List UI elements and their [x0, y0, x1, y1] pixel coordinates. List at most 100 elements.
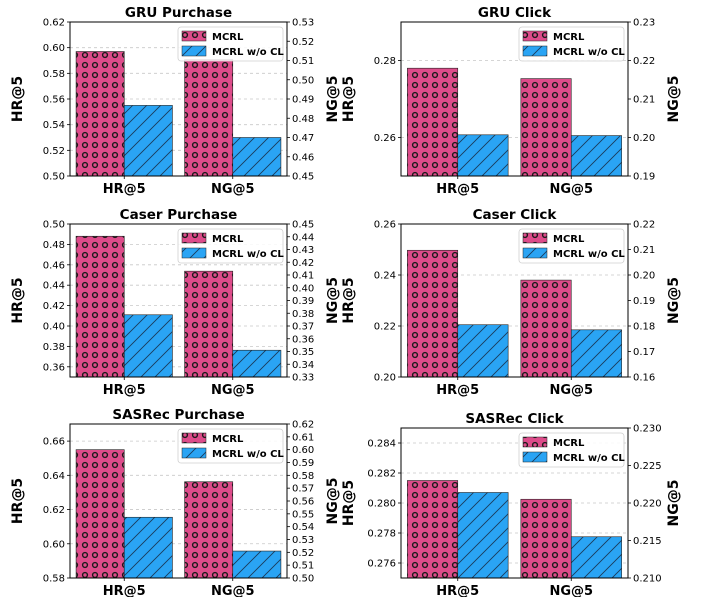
- y-tick-label-left: 0.66: [43, 437, 65, 448]
- y-tick-label-right: 0.53: [292, 18, 314, 29]
- y-tick-label-left: 0.52: [43, 146, 65, 157]
- y-tick-label-left: 0.50: [43, 172, 65, 183]
- legend-swatch-mcrl-w-o-cl: [522, 45, 548, 57]
- y-tick-label-right: 0.33: [292, 373, 314, 384]
- legend: MCRL MCRL w/o CL: [518, 26, 625, 62]
- y-tick-label-right: 0.22: [633, 56, 655, 67]
- y-tick-label-left: 0.280: [367, 499, 396, 510]
- bar-mcrl-hr-5: [75, 449, 125, 579]
- x-tick-label: NG@5: [211, 584, 255, 597]
- y-tick-label-right: 0.57: [292, 484, 314, 495]
- y-tick-label-left: 0.60: [43, 539, 65, 550]
- y-tick-label-left: 0.24: [374, 271, 396, 282]
- y-tick-label-left: 0.56: [43, 95, 65, 106]
- y-axis-label-right: NG@5: [666, 277, 682, 324]
- y-tick-label-left: 0.60: [43, 43, 65, 54]
- legend-label-mcrl-w-o-cl: MCRL w/o CL: [212, 449, 284, 460]
- y-tick-label-right: 0.23: [633, 18, 655, 29]
- y-tick-label-right: 0.21: [633, 245, 655, 256]
- y-tick-label-right: 0.48: [292, 114, 314, 125]
- y-tick-label-right: 0.47: [292, 133, 314, 144]
- y-tick-label-right: 0.56: [292, 497, 314, 508]
- legend: MCRL MCRL w/o CL: [177, 428, 284, 464]
- y-axis-label-left: HR@5: [10, 76, 26, 122]
- y-tick-label-right: 0.39: [292, 296, 314, 307]
- legend-label-mcrl: MCRL: [212, 434, 244, 445]
- y-axis-label-right: NG@5: [325, 76, 341, 123]
- chart-title: GRU Purchase: [125, 5, 232, 21]
- legend-swatch-mcrl-w-o-cl: [522, 451, 548, 463]
- y-tick-label-right: 0.34: [292, 360, 314, 371]
- y-tick-label-left: 0.44: [43, 281, 65, 292]
- y-axis-label-left: HR@5: [10, 478, 26, 524]
- y-axis-label-left: HR@5: [341, 76, 357, 122]
- y-tick-label-right: 0.225: [633, 461, 662, 472]
- legend-label-mcrl: MCRL: [553, 32, 585, 43]
- x-tick-label: NG@5: [211, 383, 255, 398]
- y-tick-label-right: 0.51: [292, 56, 314, 67]
- bar-mcrl-hr-5: [75, 51, 125, 177]
- legend-swatch-mcrl: [181, 232, 207, 244]
- legend-label-mcrl: MCRL: [553, 438, 585, 449]
- y-tick-label-left: 0.38: [43, 342, 65, 353]
- y-tick-label-right: 0.53: [292, 535, 314, 546]
- y-tick-label-right: 0.50: [292, 574, 314, 585]
- panel-sasrec-click: HR@5 NG@5 0.276 0.278 0.280 0.282 0.284 0.210 0.…: [341, 411, 682, 599]
- y-tick-label-right: 0.60: [292, 445, 314, 456]
- y-tick-label-right: 0.220: [633, 499, 662, 510]
- x-tick-label: HR@5: [436, 182, 479, 197]
- y-tick-label-right: 0.61: [292, 432, 314, 443]
- y-tick-label-right: 0.19: [633, 172, 655, 183]
- y-tick-label-left: 0.42: [43, 301, 65, 312]
- x-tick-label: HR@5: [103, 182, 146, 197]
- y-tick-label-right: 0.21: [633, 95, 655, 106]
- bar-mcrl-w-o-cl-ng-5: [570, 536, 622, 579]
- y-tick-label-right: 0.62: [292, 420, 314, 431]
- y-tick-label-left: 0.282: [367, 469, 396, 480]
- y-tick-label-left: 0.276: [367, 559, 396, 570]
- y-tick-label-left: 0.64: [43, 471, 65, 482]
- panel-sasrec-purchase: HR@5 NG@5 0.58 0.60 0.62 0.64 0.66 0.50 0.51 0.52…: [10, 407, 341, 599]
- y-tick-label-right: 0.42: [292, 258, 314, 269]
- y-tick-label-right: 0.215: [633, 536, 662, 547]
- y-axis-label-right: NG@5: [325, 277, 341, 324]
- legend: MCRL MCRL w/o CL: [518, 228, 625, 264]
- legend-label-mcrl-w-o-cl: MCRL w/o CL: [212, 249, 284, 260]
- bar-mcrl-hr-5: [407, 67, 459, 177]
- y-tick-label-right: 0.46: [292, 152, 314, 163]
- y-tick-label-left: 0.26: [374, 220, 396, 231]
- legend-label-mcrl: MCRL: [212, 234, 244, 245]
- bar-mcrl-ng-5: [184, 481, 234, 579]
- legend: MCRL MCRL w/o CL: [518, 432, 625, 468]
- y-tick-label-left: 0.46: [43, 260, 65, 271]
- chart-title: SASRec Purchase: [112, 407, 244, 423]
- y-tick-label-right: 0.20: [633, 271, 655, 282]
- legend-swatch-mcrl: [181, 30, 207, 42]
- chart-title: SASRec Click: [465, 411, 564, 427]
- y-tick-label-right: 0.36: [292, 334, 314, 345]
- y-tick-label-right: 0.37: [292, 322, 314, 333]
- panel-gru-purchase: HR@5 NG@5 0.50 0.52 0.54 0.56 0.58 0.60 0.62 0.45…: [10, 5, 341, 197]
- x-tick-label: NG@5: [549, 584, 593, 597]
- y-axis-label-right: NG@5: [666, 480, 682, 527]
- bar-mcrl-hr-5: [75, 235, 125, 378]
- y-tick-label-right: 0.18: [633, 322, 655, 333]
- y-tick-label-right: 0.43: [292, 245, 314, 256]
- bar-mcrl-w-o-cl-hr-5: [123, 105, 173, 177]
- y-tick-label-left: 0.36: [43, 362, 65, 373]
- y-tick-label-right: 0.44: [292, 232, 314, 243]
- panel-caser-click: HR@5 NG@5 0.20 0.22 0.24 0.26 0.16 0.17 0.18 0.19…: [341, 207, 682, 398]
- panel-caser-purchase: HR@5 NG@5 0.36 0.38 0.40 0.42 0.44 0.46 0.48 0.50…: [10, 207, 341, 398]
- bar-mcrl-w-o-cl-ng-5: [232, 550, 282, 579]
- y-tick-label-right: 0.54: [292, 522, 314, 533]
- y-tick-label-left: 0.284: [367, 439, 396, 450]
- panel-gru-click: HR@5 NG@5 0.26 0.28 0.19 0.20 0.21 0.22 0.23 GRU …: [341, 5, 682, 197]
- y-tick-label-right: 0.20: [633, 133, 655, 144]
- legend-label-mcrl-w-o-cl: MCRL w/o CL: [553, 47, 625, 58]
- y-tick-label-right: 0.230: [633, 424, 662, 435]
- y-tick-label-right: 0.59: [292, 458, 314, 469]
- legend: MCRL MCRL w/o CL: [177, 26, 284, 62]
- legend-label-mcrl: MCRL: [212, 32, 244, 43]
- bar-mcrl-ng-5: [520, 279, 572, 378]
